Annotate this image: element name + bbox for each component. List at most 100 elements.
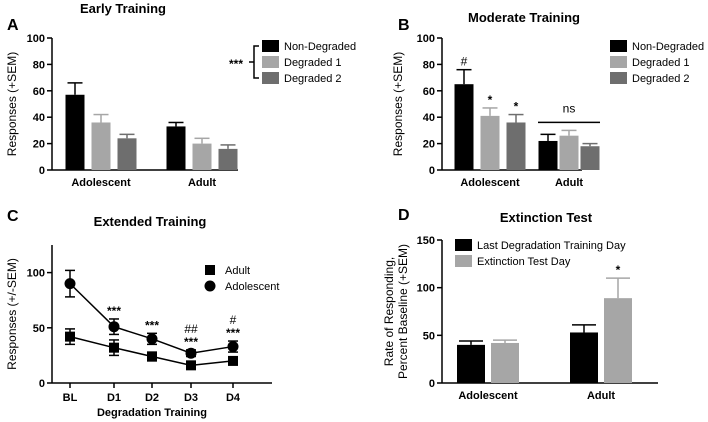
bar — [506, 122, 526, 170]
significance-label: *** — [145, 318, 159, 332]
y-tick-label: 20 — [423, 139, 435, 151]
x-axis-label: Degradation Training — [97, 407, 207, 419]
y-tick-label: 40 — [423, 112, 435, 124]
legend-swatch — [455, 239, 472, 251]
legend-label: Non-Degraded — [284, 41, 356, 53]
y-tick-label: 40 — [33, 112, 45, 124]
legend-bracket — [249, 45, 259, 79]
y-tick-label: 0 — [39, 165, 45, 177]
bar — [457, 344, 485, 383]
panel-letter: C — [7, 208, 19, 225]
bar — [91, 122, 111, 170]
data-point — [228, 355, 238, 366]
panel-title: Moderate Training — [468, 10, 580, 25]
legend-label: Degraded 2 — [632, 73, 690, 85]
bar — [65, 94, 85, 170]
bar — [454, 84, 474, 170]
y-axis-label: Responses (+/-SEM) — [5, 258, 19, 370]
panel-title: Extinction Test — [500, 210, 593, 225]
y-tick-label: 20 — [33, 139, 45, 151]
panel-a: A Early Training 0 20 40 60 80 100 Responses (+S… — [5, 1, 356, 189]
y-tick-label: 0 — [39, 378, 45, 390]
significance-label: *** — [229, 57, 243, 71]
legend-swatch — [610, 72, 627, 84]
significance-label: *** — [184, 335, 198, 349]
y-tick-label: 100 — [417, 33, 435, 45]
legend-swatch — [262, 40, 279, 52]
y-tick-label: 100 — [417, 283, 435, 295]
significance-label: # — [230, 313, 237, 327]
panel-letter: B — [398, 17, 410, 34]
significance-label: *** — [107, 304, 121, 318]
bar — [580, 146, 600, 170]
x-category-label: Adult — [587, 390, 615, 402]
x-category-label: Adolescent — [71, 177, 131, 189]
legend-marker — [204, 280, 216, 292]
x-category-label: Adult — [555, 177, 583, 189]
significance-label: * — [616, 263, 621, 277]
data-point — [108, 321, 120, 333]
x-tick-label: D2 — [145, 392, 159, 404]
y-tick-label: 80 — [423, 59, 435, 71]
x-category-label: Adult — [188, 177, 216, 189]
bar — [570, 332, 598, 383]
legend-swatch — [262, 56, 279, 68]
bar — [559, 135, 579, 170]
bar — [491, 342, 519, 383]
legend-label: Last Degradation Training Day — [477, 240, 626, 252]
x-category-label: Adolescent — [458, 390, 518, 402]
panel-b: B Moderate Training 0 20 40 60 80 100 Responses … — [391, 10, 704, 189]
y-axis-label: Rate of Responding, — [382, 257, 396, 366]
significance-label: # — [461, 55, 468, 69]
legend-swatch — [455, 255, 472, 267]
significance-label: *** — [226, 326, 240, 340]
y-tick-label: 0 — [429, 378, 435, 390]
legend-label: Degraded 1 — [632, 57, 690, 69]
legend-label: Non-Degraded — [632, 41, 704, 53]
y-tick-label: 100 — [27, 33, 45, 45]
y-tick-label: 60 — [33, 86, 45, 98]
panel-letter: A — [7, 17, 19, 34]
legend-label: Extinction Test Day — [477, 256, 571, 268]
bar — [117, 138, 137, 170]
y-tick-label: 50 — [423, 330, 435, 342]
legend-swatch — [610, 56, 627, 68]
legend-marker — [205, 265, 215, 275]
bar — [166, 126, 186, 170]
x-tick-label: D3 — [184, 392, 198, 404]
y-tick-label: 60 — [423, 86, 435, 98]
x-tick-label: BL — [63, 392, 78, 404]
bar — [604, 298, 632, 383]
legend-label: Adolescent — [225, 281, 279, 293]
y-tick-label: 100 — [27, 268, 45, 280]
legend-label: Adult — [225, 265, 250, 277]
panel-letter: D — [398, 207, 410, 224]
bar — [192, 143, 212, 170]
y-tick-label: 80 — [33, 59, 45, 71]
x-category-label: Adolescent — [460, 177, 520, 189]
y-axis-label: Responses (+SEM) — [5, 52, 19, 156]
legend-label: Degraded 1 — [284, 57, 342, 69]
legend-swatch — [610, 40, 627, 52]
data-point — [109, 342, 119, 353]
data-point — [227, 341, 239, 353]
y-tick-label: 0 — [429, 165, 435, 177]
data-point — [65, 331, 75, 342]
significance-label: ## — [184, 322, 198, 336]
data-point — [186, 360, 196, 371]
panel-c: C Extended Training 0 50 100 Responses (+/-SE… — [5, 208, 279, 419]
data-point — [64, 278, 76, 290]
legend-swatch — [262, 72, 279, 84]
significance-label: * — [488, 93, 493, 107]
x-tick-label: D1 — [107, 392, 121, 404]
data-point — [185, 347, 197, 359]
bar — [538, 140, 558, 170]
panel-title: Extended Training — [94, 214, 207, 229]
bar — [480, 115, 500, 170]
bar — [218, 148, 238, 170]
panel-d: D Extinction Test 0 50 100 150 Rate of Respond… — [382, 207, 658, 402]
significance-label: ns — [563, 101, 576, 115]
significance-label: * — [514, 100, 519, 114]
y-tick-label: 50 — [33, 323, 45, 335]
